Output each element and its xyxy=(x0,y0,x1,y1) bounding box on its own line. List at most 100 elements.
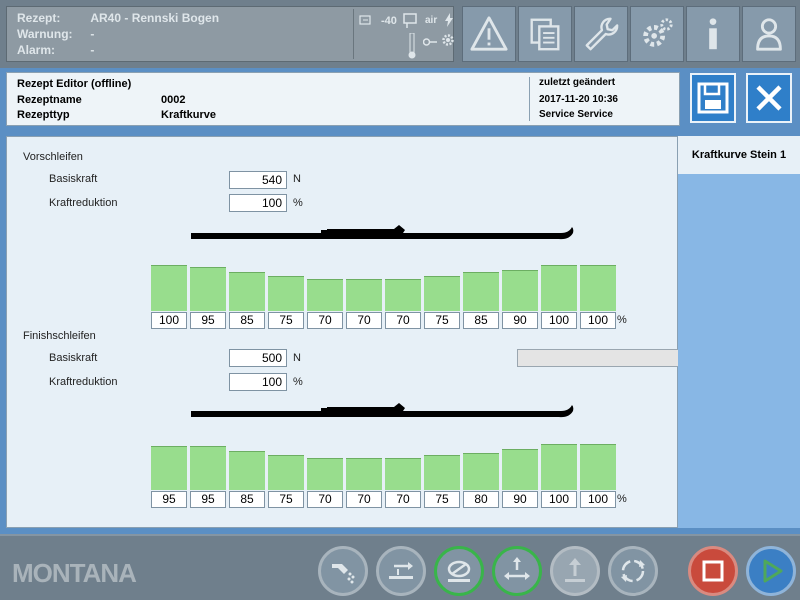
info-button[interactable] xyxy=(686,6,740,62)
load-button[interactable] xyxy=(376,546,426,596)
info-icon xyxy=(709,18,717,50)
lightning-icon xyxy=(445,13,453,27)
right-side-panel xyxy=(678,174,800,528)
lift-button[interactable] xyxy=(550,546,600,596)
fin-value-input-2[interactable]: 95 xyxy=(190,491,226,508)
gear-icon xyxy=(643,18,673,47)
header-divider xyxy=(529,77,530,121)
fin-force-reduction-label: Kraftreduktion xyxy=(49,376,118,388)
fin-value-input-8[interactable]: 75 xyxy=(424,491,460,508)
fin-bar-11 xyxy=(541,444,577,490)
settings-button[interactable] xyxy=(630,6,684,62)
vor-force-reduction-input[interactable]: 100 xyxy=(229,194,287,212)
ski-profile-icon xyxy=(191,225,574,240)
grinding-mode-button[interactable] xyxy=(434,546,484,596)
fin-bar-6 xyxy=(346,458,382,490)
fin-value-input-5[interactable]: 70 xyxy=(307,491,343,508)
force-slider[interactable] xyxy=(517,349,679,367)
recipe-header: Rezept Editor (offline) Rezeptname 0002 … xyxy=(6,72,680,126)
vor-value-input-12[interactable]: 100 xyxy=(580,312,616,329)
recipe-status-row: Rezept: AR40 - Rennski Bogen xyxy=(17,11,219,25)
vor-base-force-label: Basiskraft xyxy=(49,173,98,185)
fin-bar-2 xyxy=(190,446,226,490)
close-button[interactable] xyxy=(746,73,792,123)
copy-button[interactable] xyxy=(518,6,572,62)
warning-button[interactable] xyxy=(462,6,516,62)
machine-icon xyxy=(403,13,417,28)
spray-button[interactable] xyxy=(318,546,368,596)
temperature-value: -40 xyxy=(381,15,397,27)
ski-profile-icon-2 xyxy=(191,403,574,418)
rotate-button[interactable] xyxy=(608,546,658,596)
edge-icon xyxy=(504,557,530,580)
bottom-control-bar: MONTANA xyxy=(0,534,800,600)
fin-value-input-4[interactable]: 75 xyxy=(268,491,304,508)
last-changed-label: zuletzt geändert xyxy=(539,77,616,88)
recipe-type-label: Rezepttyp xyxy=(17,109,70,121)
tab-force-curve-stone-1[interactable]: Kraftkurve Stein 1 xyxy=(678,136,800,174)
top-status-bar: Rezept: AR40 - Rennski Bogen Warnung: - … xyxy=(0,0,800,68)
fin-value-input-6[interactable]: 70 xyxy=(346,491,382,508)
vor-value-input-1[interactable]: 100 xyxy=(151,312,187,329)
stop-process-icon xyxy=(447,560,471,582)
editor-title: Rezept Editor (offline) xyxy=(17,78,132,90)
play-icon xyxy=(763,559,783,583)
vor-value-input-10[interactable]: 90 xyxy=(502,312,538,329)
lift-icon xyxy=(565,558,585,582)
fin-value-input-12[interactable]: 100 xyxy=(580,491,616,508)
vor-value-input-8[interactable]: 75 xyxy=(424,312,460,329)
vor-value-input-3[interactable]: 85 xyxy=(229,312,265,329)
fin-bar-9 xyxy=(463,453,499,490)
play-button[interactable] xyxy=(746,546,796,596)
vor-bar-9 xyxy=(463,272,499,311)
vor-bar-6 xyxy=(346,279,382,311)
vor-value-input-11[interactable]: 100 xyxy=(541,312,577,329)
recipe-name-label: Rezeptname xyxy=(17,94,82,106)
vor-value-input-2[interactable]: 95 xyxy=(190,312,226,329)
user-button[interactable] xyxy=(742,6,796,62)
fin-base-force-unit: N xyxy=(293,352,301,364)
fin-value-input-7[interactable]: 70 xyxy=(385,491,421,508)
vor-bar-1 xyxy=(151,265,187,311)
vor-base-force-input[interactable]: 540 xyxy=(229,171,287,189)
vor-value-input-6[interactable]: 70 xyxy=(346,312,382,329)
warning-icon xyxy=(470,16,508,51)
edge-mode-button[interactable] xyxy=(492,546,542,596)
vor-value-input-7[interactable]: 70 xyxy=(385,312,421,329)
spray-icon xyxy=(332,564,355,584)
tab-force-curve-label: Kraftkurve Stein 1 xyxy=(691,149,787,161)
status-panel: Rezept: AR40 - Rennski Bogen Warnung: - … xyxy=(6,6,454,62)
service-button[interactable] xyxy=(574,6,628,62)
vor-bar-12 xyxy=(580,265,616,311)
recipe-name-value: 0002 xyxy=(161,94,186,106)
fin-value-input-10[interactable]: 90 xyxy=(502,491,538,508)
vor-value-input-9[interactable]: 85 xyxy=(463,312,499,329)
gauge-icon xyxy=(408,33,416,59)
recipe-editor-panel: Vorschleifen Basiskraft 540 N Kraftreduk… xyxy=(6,136,679,528)
fin-percent-unit: % xyxy=(617,493,627,505)
thermometer-icon xyxy=(359,15,371,25)
vor-value-input-5[interactable]: 70 xyxy=(307,312,343,329)
fin-bar-5 xyxy=(307,458,343,490)
fin-bar-8 xyxy=(424,455,460,490)
recipe-type-value: Kraftkurve xyxy=(161,109,217,121)
stop-icon xyxy=(702,560,724,582)
fin-value-input-3[interactable]: 85 xyxy=(229,491,265,508)
section-title-vorschleifen: Vorschleifen xyxy=(23,151,83,163)
vor-value-input-4[interactable]: 75 xyxy=(268,312,304,329)
montana-logo: MONTANA xyxy=(12,558,137,588)
last-changed-date: 2017-11-20 10:36 xyxy=(539,94,618,105)
alarm-value: - xyxy=(90,43,95,57)
stop-button[interactable] xyxy=(688,546,738,596)
fin-value-input-11[interactable]: 100 xyxy=(541,491,577,508)
machine-indicators: -40 air xyxy=(359,11,454,61)
fin-value-input-9[interactable]: 80 xyxy=(463,491,499,508)
save-button[interactable] xyxy=(690,73,736,123)
vor-bar-11 xyxy=(541,265,577,311)
fin-base-force-input[interactable]: 500 xyxy=(229,349,287,367)
fin-force-reduction-input[interactable]: 100 xyxy=(229,373,287,391)
fin-value-input-1[interactable]: 95 xyxy=(151,491,187,508)
alarm-label: Alarm: xyxy=(17,43,56,57)
wrench-icon xyxy=(585,17,619,51)
fin-bar-12 xyxy=(580,444,616,490)
